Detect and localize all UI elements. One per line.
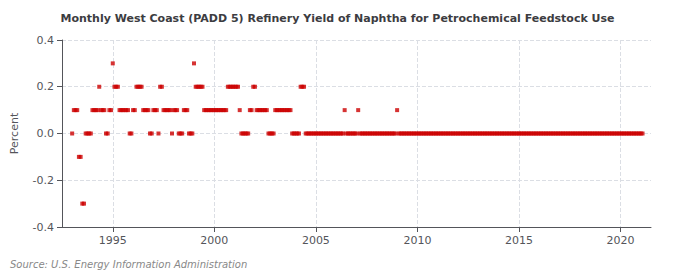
svg-text:2005: 2005 <box>302 234 330 247</box>
svg-text:0.4: 0.4 <box>37 34 55 47</box>
svg-text:1995: 1995 <box>99 234 127 247</box>
svg-text:Source: U.S. Energy Informatio: Source: U.S. Energy Information Administ… <box>10 259 247 270</box>
svg-text:2015: 2015 <box>505 234 533 247</box>
svg-text:-0.4: -0.4 <box>33 221 54 234</box>
svg-text:Monthly West Coast (PADD 5) Re: Monthly West Coast (PADD 5) Refinery Yie… <box>60 12 614 25</box>
svg-text:Percent: Percent <box>8 112 21 154</box>
svg-text:2020: 2020 <box>607 234 635 247</box>
svg-text:0.0: 0.0 <box>37 127 55 140</box>
svg-text:2010: 2010 <box>403 234 431 247</box>
svg-text:-0.2: -0.2 <box>33 174 54 187</box>
svg-text:0.2: 0.2 <box>37 80 55 93</box>
svg-text:2000: 2000 <box>200 234 228 247</box>
